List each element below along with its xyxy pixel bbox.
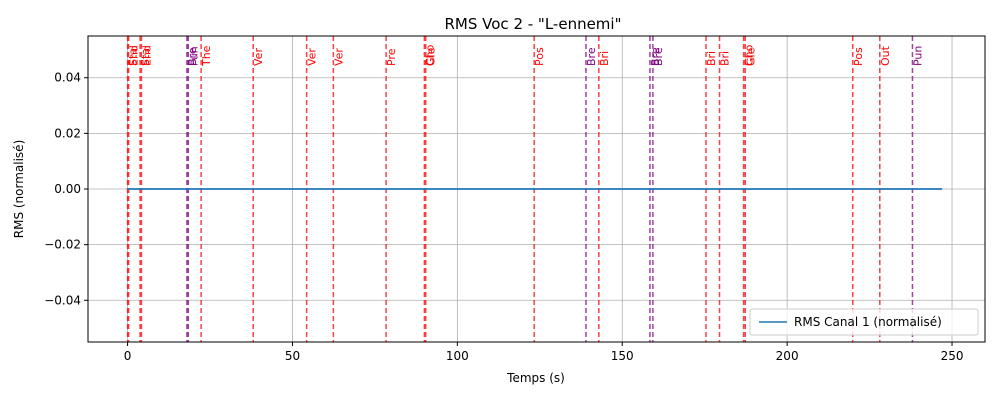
event-marker-label: Gle bbox=[744, 47, 757, 66]
legend: RMS Canal 1 (normalisé) bbox=[749, 308, 979, 336]
event-marker-label: Bri bbox=[705, 51, 718, 66]
event-marker-label: End bbox=[128, 45, 141, 66]
y-tick-label: 0.00 bbox=[54, 182, 81, 196]
event-marker-label: Fun bbox=[187, 46, 200, 66]
legend-box bbox=[749, 308, 979, 336]
event-marker-label: Pun bbox=[911, 46, 924, 66]
event-marker-label: Bri bbox=[598, 51, 611, 66]
x-axis-ticks: 0 50 100 150 200 250 bbox=[124, 342, 964, 363]
event-marker-label: Pre bbox=[385, 48, 398, 66]
event-marker-label: Bre bbox=[186, 47, 199, 66]
y-tick-label: 0.02 bbox=[54, 126, 81, 140]
y-tick-label: 0.04 bbox=[54, 71, 81, 85]
x-tick-label: 150 bbox=[611, 349, 634, 363]
x-tick-label: 0 bbox=[124, 349, 132, 363]
event-marker-label: Pos bbox=[533, 47, 546, 66]
event-marker-label: Gle bbox=[425, 47, 438, 66]
event-marker-label: Bre bbox=[585, 47, 598, 66]
legend-label: RMS Canal 1 (normalisé) bbox=[794, 315, 942, 329]
event-marker-label: End bbox=[140, 45, 153, 66]
x-tick-label: 100 bbox=[446, 349, 469, 363]
event-marker-label: Out bbox=[879, 45, 892, 66]
event-marker-label: Pos bbox=[852, 47, 865, 66]
event-marker-label: Bre bbox=[652, 47, 665, 66]
event-marker-label: Sta bbox=[139, 48, 152, 66]
chart-title: RMS Voc 2 - "L-ennemi" bbox=[445, 15, 622, 33]
event-marker-label: Ver bbox=[252, 48, 265, 66]
event-marker-label: Ver bbox=[332, 48, 345, 66]
event-marker-label: Sta bbox=[127, 48, 140, 66]
y-tick-label: −0.02 bbox=[44, 238, 81, 252]
y-axis-ticks: −0.04 −0.02 0.00 0.02 0.04 bbox=[44, 71, 88, 307]
x-tick-label: 50 bbox=[285, 349, 300, 363]
y-axis-label: RMS (normalisé) bbox=[12, 140, 26, 239]
event-marker-label: Cho bbox=[423, 44, 436, 66]
event-marker-label: Ver bbox=[306, 48, 319, 66]
x-tick-label: 200 bbox=[776, 349, 799, 363]
x-axis-label: Temps (s) bbox=[506, 371, 565, 385]
y-tick-label: −0.04 bbox=[44, 293, 81, 307]
x-tick-label: 250 bbox=[941, 349, 964, 363]
event-marker-label: Bri bbox=[719, 51, 732, 66]
event-marker-label: The bbox=[200, 45, 213, 67]
